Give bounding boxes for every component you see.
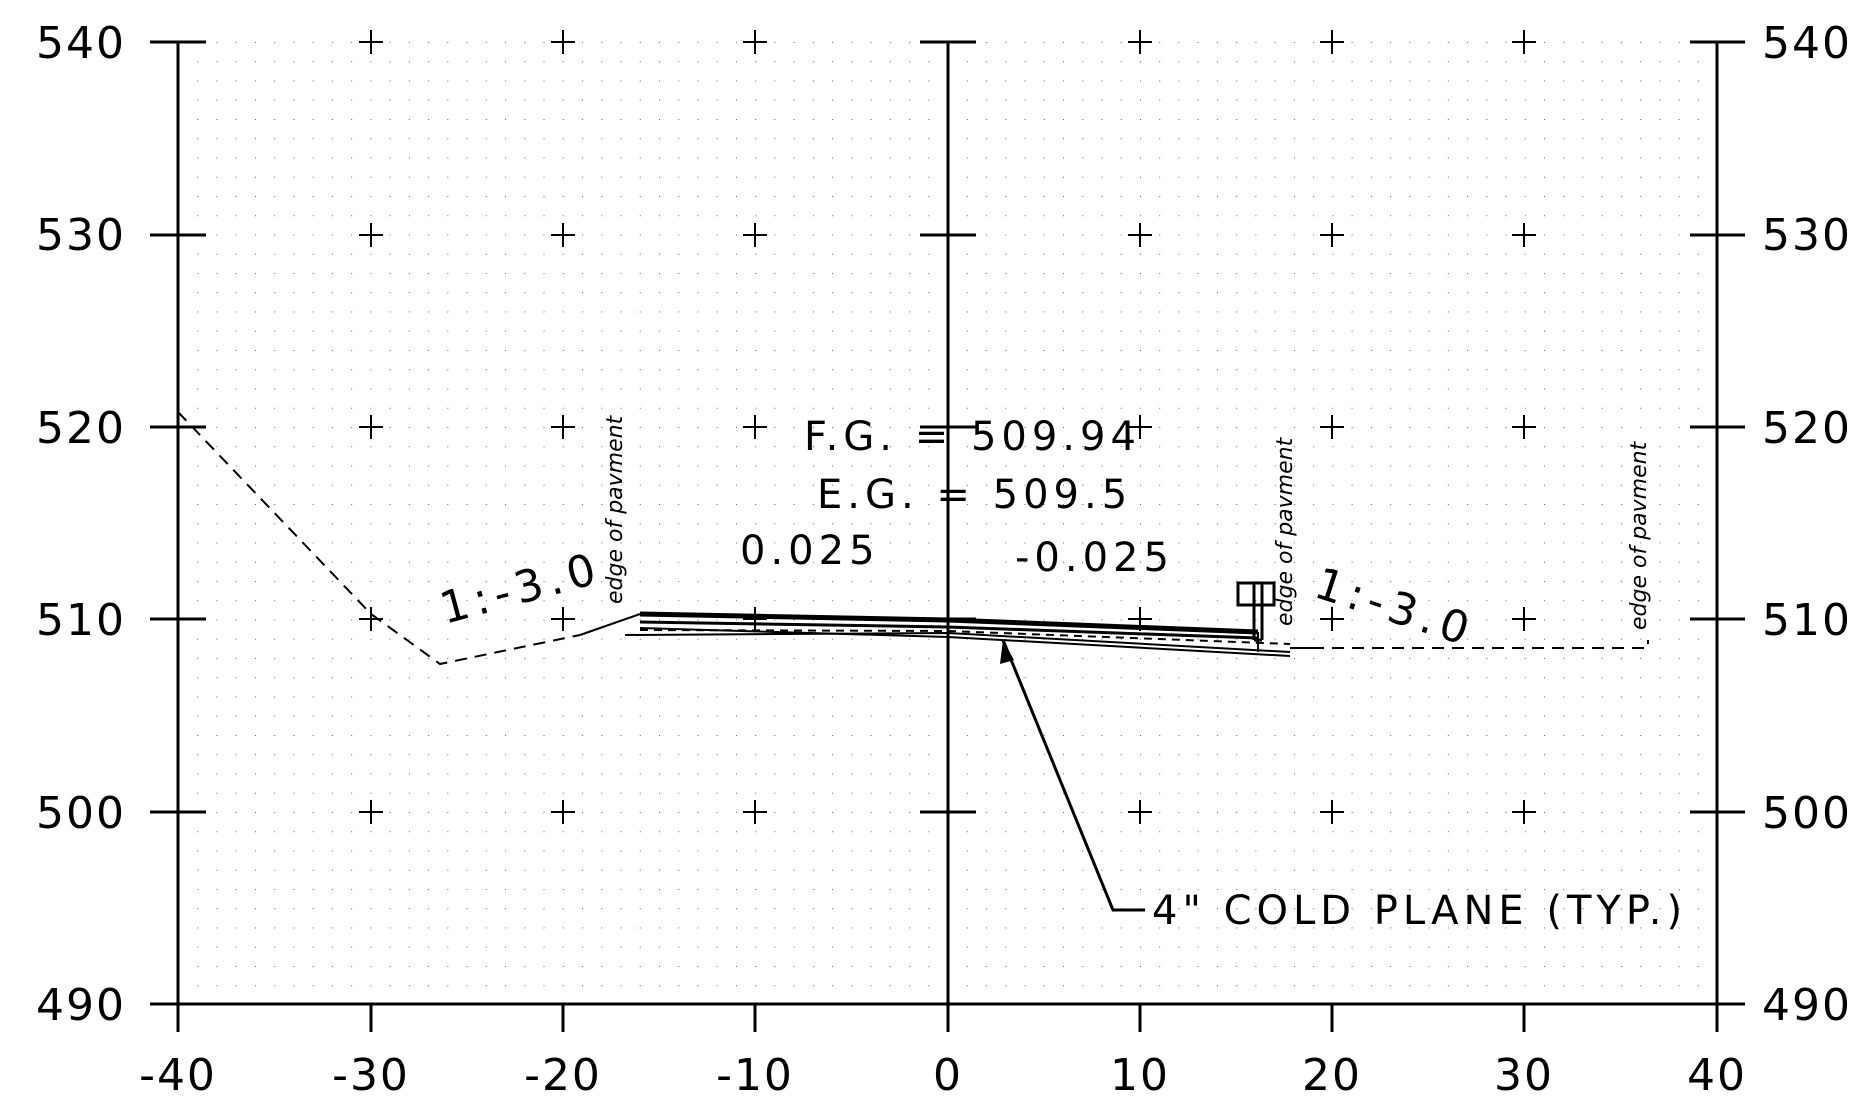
axis-ticks: [150, 40, 1745, 1032]
y-tick-label: 520: [36, 403, 126, 454]
y-tick-label: 490: [36, 980, 126, 1031]
x-tick-label: 30: [1494, 1050, 1554, 1099]
edge-of-pavement-far-right: edge of pavment: [1627, 440, 1652, 630]
y-tick-label: 500: [36, 788, 126, 839]
x-tick-label: -20: [524, 1050, 602, 1099]
x-tick-label: -40: [139, 1050, 217, 1099]
x-tick-label: 0: [933, 1050, 963, 1099]
callout-leader: [1000, 639, 1145, 912]
cross-slope-right: -0.025: [1015, 535, 1174, 581]
x-tick-label: -10: [716, 1050, 794, 1099]
pavement-section: [579, 611, 1312, 657]
y-tick-label: 540: [1762, 18, 1852, 69]
cross-slope-left: 0.025: [740, 528, 880, 574]
y-tick-labels-right: 540 530 520 510 500 490: [1762, 18, 1852, 1031]
y-tick-labels-left: 540 530 520 510 500 490: [36, 18, 126, 1031]
grid-crosses: [359, 30, 1536, 824]
finished-grade-label: F.G. = 509.94: [804, 414, 1141, 460]
y-tick-label: 510: [36, 595, 126, 646]
guardrail-post: [1236, 581, 1276, 642]
existing-ground-line: [177, 411, 1649, 666]
x-tick-label: 40: [1687, 1050, 1747, 1099]
x-tick-label: 20: [1302, 1050, 1362, 1099]
y-tick-label: 490: [1762, 980, 1852, 1031]
y-tick-label: 510: [1762, 595, 1852, 646]
edge-of-pavement-right: edge of pavment: [1273, 436, 1298, 626]
x-tick-label: 10: [1110, 1050, 1170, 1099]
x-tick-label: -30: [332, 1050, 410, 1099]
y-tick-label: 540: [36, 18, 126, 69]
x-tick-labels: -40 -30 -20 -10 0 10 20 30 40: [139, 1050, 1747, 1099]
y-tick-label: 530: [36, 210, 126, 261]
cold-plane-callout: 4" COLD PLANE (TYP.): [1152, 888, 1687, 934]
y-tick-label: 530: [1762, 210, 1852, 261]
edge-of-pavement-left: edge of pavment: [603, 414, 628, 604]
existing-grade-label: E.G. = 509.5: [817, 472, 1132, 518]
y-tick-label: 520: [1762, 403, 1852, 454]
y-tick-label: 500: [1762, 788, 1852, 839]
arrowhead: [1000, 640, 1014, 664]
